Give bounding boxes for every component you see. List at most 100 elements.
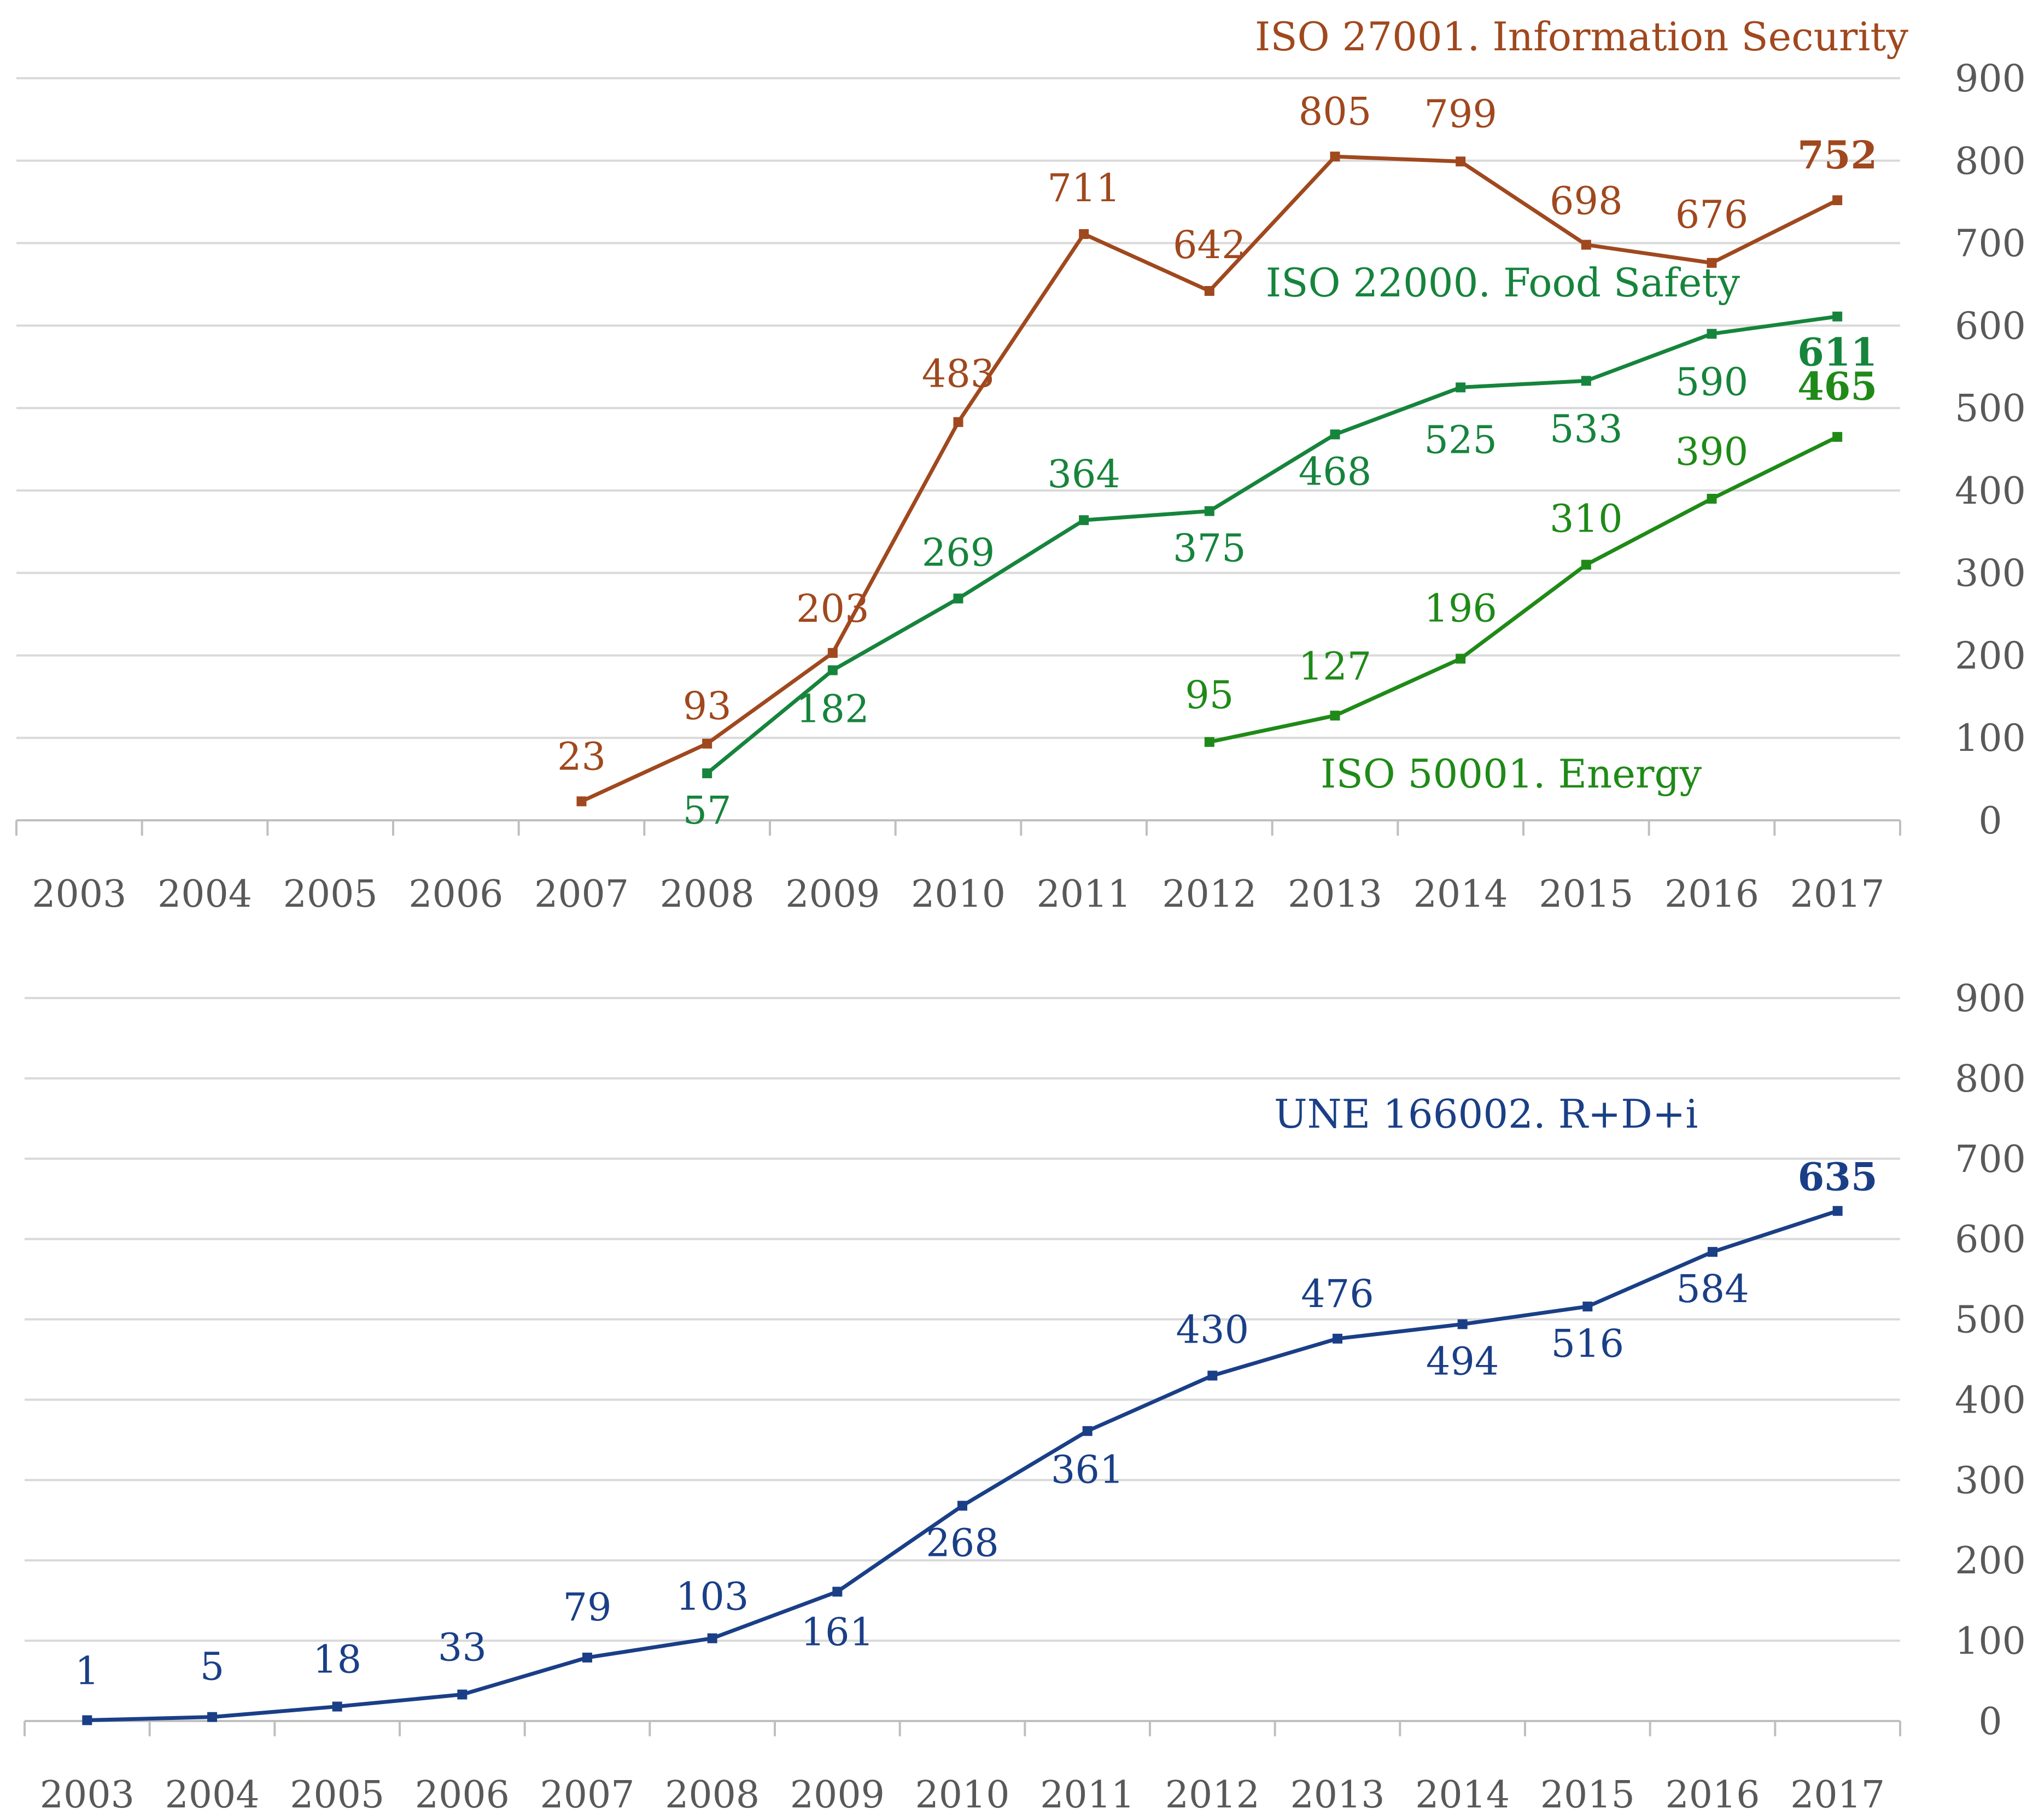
data-point-marker [1581,559,1591,570]
data-point-marker [1456,382,1466,393]
data-point-marker [1330,151,1340,162]
data-label: 196 [1424,586,1497,631]
data-point-marker [1832,195,1843,206]
y-tick-label: 600 [1955,305,2026,348]
data-point-marker [702,768,712,779]
data-point-marker [1333,1333,1342,1344]
x-tick-label: 2009 [785,873,880,916]
data-label: 711 [1047,166,1120,211]
data-label: 57 [683,788,732,833]
data-label: 525 [1424,417,1497,462]
x-tick-label: 2008 [660,873,755,916]
y-tick-label: 200 [1955,1539,2026,1583]
bottom-chart-panel: 0 100 200 300 400 500 600 700 800 900 2003 2004 2005… [24,977,2026,1817]
data-point-marker [1204,506,1214,516]
data-label: 364 [1047,452,1120,497]
x-tick-label: 2003 [32,873,126,916]
data-label: 483 [922,352,995,396]
data-label: 182 [796,687,869,732]
data-point-marker [707,1633,717,1643]
data-point-marker [1330,710,1340,721]
data-point-marker [1204,737,1214,747]
data-label: 590 [1675,359,1749,404]
data-point-marker [1707,493,1717,504]
x-tick-label: 2017 [1790,873,1885,916]
data-point-marker [1832,431,1843,442]
data-point-marker [832,1586,843,1597]
data-point-marker [1832,311,1843,322]
data-label: 799 [1424,91,1497,136]
x-tick-label: 2017 [1790,1774,1885,1817]
x-tick-label: 2007 [540,1774,634,1817]
series-title: ISO 27001. Information Security [1255,14,1908,60]
y-tick-label: 0 [1978,1700,2002,1743]
data-point-marker [1582,1302,1593,1312]
data-point-marker [1581,240,1591,250]
x-tick-label: 2012 [1162,873,1257,916]
data-label: 805 [1299,89,1372,134]
data-label: 361 [1051,1448,1124,1492]
x-tick-label: 2016 [1665,1774,1760,1817]
y-tick-label: 300 [1955,552,2026,596]
data-label: 533 [1550,406,1623,451]
x-tick-label: 2013 [1288,873,1382,916]
data-label: 5 [200,1644,225,1689]
x-tick-label: 2004 [165,1774,259,1817]
data-point-marker [827,648,838,658]
y-tick-label: 700 [1955,223,2026,266]
series-title: ISO 22000. Food Safety [1266,260,1740,306]
x-tick-label: 2005 [290,1774,384,1817]
y-tick-label: 300 [1955,1459,2026,1502]
data-point-marker [1204,286,1214,296]
y-tick-label: 900 [1955,57,2026,101]
data-label: 698 [1550,179,1623,224]
data-label: 161 [801,1610,874,1655]
data-label: 752 [1797,132,1877,178]
series-title: UNE 166002. R+D+i [1274,1091,1698,1137]
data-label: 127 [1299,644,1372,689]
data-point-marker [1207,1370,1218,1381]
data-label: 584 [1676,1267,1749,1311]
data-point-marker [1456,654,1466,664]
top-chart-panel: 0 100 200 300 400 500 600 700 800 900 2003 2004 2005… [15,14,2026,916]
x-tick-label: 2015 [1540,1774,1635,1817]
data-label: 465 [1797,364,1877,409]
data-point-marker [1456,156,1466,167]
data-label: 79 [563,1585,611,1630]
x-tick-label: 2014 [1415,1774,1510,1817]
data-label: 375 [1173,526,1246,571]
data-point-marker [1079,515,1089,526]
x-tick-label: 2003 [40,1774,135,1817]
data-label: 203 [796,586,869,631]
y-tick-label: 100 [1955,717,2026,760]
x-tick-label: 2010 [911,873,1006,916]
data-point-marker [457,1689,468,1700]
data-point-marker [1079,229,1089,239]
data-point-marker [957,1501,967,1511]
data-point-marker [576,796,587,807]
data-point-marker [1708,1247,1717,1257]
x-tick-label: 2004 [157,873,252,916]
data-label: 494 [1426,1339,1499,1384]
data-point-marker [953,417,963,427]
y-tick-label: 400 [1955,470,2026,513]
data-point-marker [582,1652,592,1662]
data-point-marker [1581,376,1591,386]
data-label: 33 [438,1625,487,1670]
y-tick-label: 500 [1955,387,2026,430]
x-tick-label: 2016 [1664,873,1759,916]
data-label: 635 [1798,1154,1878,1199]
y-tick-label: 900 [1955,977,2026,1020]
data-label: 390 [1675,429,1749,474]
data-label: 93 [683,684,732,728]
y-tick-label: 800 [1955,140,2026,183]
x-tick-label: 2012 [1165,1774,1260,1817]
series-line [1209,435,1838,744]
data-label: 1 [75,1649,100,1694]
x-tick-label: 2013 [1290,1774,1384,1817]
data-label: 23 [557,734,606,779]
data-point-marker [332,1701,342,1712]
data-label: 516 [1551,1321,1625,1366]
data-point-marker [702,738,712,749]
